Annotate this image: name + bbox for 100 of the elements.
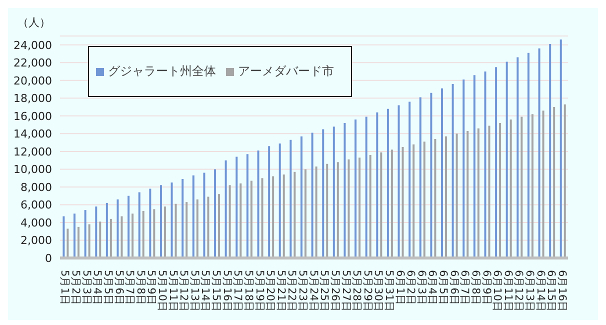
bar xyxy=(315,166,318,258)
bar xyxy=(462,80,465,258)
bar xyxy=(311,132,314,258)
y-tick-label: 16,000 xyxy=(14,110,52,123)
x-tick-label: 6月5日 xyxy=(437,270,450,306)
bar xyxy=(62,216,65,258)
y-tick-label: 20,000 xyxy=(14,74,52,88)
bar xyxy=(294,172,296,258)
x-tick-label: 5月6日 xyxy=(112,270,125,306)
bar xyxy=(441,88,443,258)
bar xyxy=(224,160,227,258)
x-tick-label: 5月8日 xyxy=(134,270,146,306)
x-tick-label: 5月1日 xyxy=(58,270,71,306)
x-tick-label: 5月4日 xyxy=(91,270,104,306)
bar xyxy=(477,128,480,258)
bar xyxy=(516,57,519,258)
x-tick-label: 5月3日 xyxy=(80,270,92,306)
bar xyxy=(456,134,458,258)
bar xyxy=(322,129,324,258)
x-tick-label: 5月9日 xyxy=(145,270,158,306)
y-tick-label: 2,000 xyxy=(20,234,52,248)
legend-label: アーメダバード市 xyxy=(238,64,334,78)
x-tick-label: 5月12日 xyxy=(178,270,190,312)
x-tick-label: 5月26日 xyxy=(328,270,341,312)
x-tick-label: 6月3日 xyxy=(415,270,428,306)
bar xyxy=(132,214,134,258)
y-tick-label: 4,000 xyxy=(20,216,52,230)
y-tick-label: 0 xyxy=(45,252,52,265)
x-tick-label: 5月21日 xyxy=(274,270,287,312)
bar xyxy=(153,209,156,258)
bar xyxy=(300,136,302,258)
bar xyxy=(369,154,372,258)
bar xyxy=(74,214,76,258)
bar xyxy=(160,185,162,258)
bar xyxy=(106,202,108,258)
x-tick-label: 5月10日 xyxy=(156,270,168,312)
x-tick-label: 6月10日 xyxy=(491,270,504,312)
bar xyxy=(282,174,285,258)
bar xyxy=(128,196,130,258)
bar xyxy=(236,156,238,258)
x-tick-label: 5月16日 xyxy=(220,270,233,312)
bar xyxy=(138,192,140,258)
bar xyxy=(549,44,552,258)
bar xyxy=(240,183,242,258)
x-tick-label: 6月15日 xyxy=(545,270,558,312)
bar xyxy=(84,210,86,258)
bar xyxy=(564,104,566,258)
bar xyxy=(120,216,123,258)
x-tick-label: 5月24日 xyxy=(307,270,320,312)
x-tick-label: 5月2日 xyxy=(70,270,82,306)
bar xyxy=(542,110,544,258)
x-tick-label: 5月27日 xyxy=(340,270,352,312)
bar xyxy=(510,119,512,258)
bar xyxy=(495,67,498,258)
x-tick-label: 5月23日 xyxy=(296,270,309,312)
bar xyxy=(499,123,502,258)
bar xyxy=(192,175,194,258)
x-tick-label: 5月30日 xyxy=(372,270,384,312)
bar xyxy=(473,75,476,258)
bar xyxy=(344,123,346,258)
bar xyxy=(445,136,447,258)
bar xyxy=(466,131,469,258)
bar xyxy=(214,169,216,258)
x-tick-label: 5月5日 xyxy=(102,270,114,306)
x-tick-label: 6月9日 xyxy=(480,270,492,306)
bar xyxy=(99,222,102,258)
bar xyxy=(164,206,166,258)
x-tick-label: 5月25日 xyxy=(318,270,330,312)
bar xyxy=(538,48,540,258)
x-tick-label: 6月4日 xyxy=(426,270,438,306)
bar xyxy=(365,116,368,258)
bar xyxy=(354,119,357,258)
bar xyxy=(174,204,177,258)
bar xyxy=(207,196,210,258)
bar xyxy=(268,146,270,258)
bar xyxy=(520,116,523,258)
x-tick-label: 5月29日 xyxy=(361,270,374,312)
bar xyxy=(196,199,198,258)
bar xyxy=(412,144,415,258)
x-tick-label: 5月18日 xyxy=(242,270,254,312)
x-tick-label: 5月28日 xyxy=(350,270,363,312)
bar xyxy=(246,154,248,258)
bar xyxy=(402,147,404,258)
x-tick-label: 6月14日 xyxy=(534,270,546,312)
bar xyxy=(531,114,534,258)
bar xyxy=(380,152,382,258)
x-tick-label: 5月13日 xyxy=(188,270,200,312)
bar xyxy=(376,112,378,258)
bar xyxy=(408,102,411,258)
bar xyxy=(326,164,328,258)
bar xyxy=(452,84,454,258)
bar xyxy=(560,40,562,258)
bar xyxy=(203,172,206,258)
x-tick-label: 6月6日 xyxy=(448,270,460,306)
y-axis-title: （人） xyxy=(18,16,50,29)
bar xyxy=(250,180,252,258)
x-tick-label: 6月12日 xyxy=(512,270,525,312)
bar xyxy=(182,178,184,258)
bar xyxy=(419,97,422,258)
x-tick-label: 5月20日 xyxy=(264,270,276,312)
